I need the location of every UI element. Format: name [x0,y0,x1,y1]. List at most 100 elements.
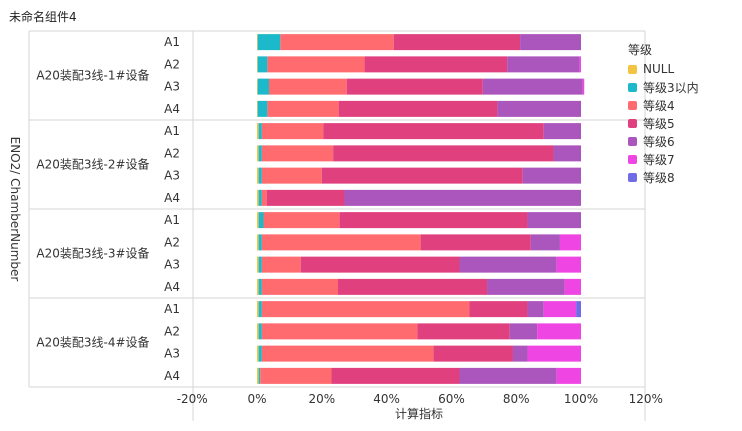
x-tick-label: 40% [373,392,400,406]
bar-segment [257,212,259,229]
bar-segment [267,100,339,117]
bar-segment [261,323,418,340]
chart-title: 未命名组件4 [9,10,77,24]
group-label: A20装配3线-4#设备 [36,336,149,350]
bar-segment [258,145,262,162]
row-label: A4 [164,280,180,294]
bar-segment [257,367,259,384]
bar-segment [261,278,338,295]
bar-segment [482,78,583,95]
row-label: A2 [164,324,180,338]
bar-segment [553,145,581,162]
group-label: A20装配3线-1#设备 [36,69,149,83]
bar-segment [258,167,262,184]
legend-swatch [628,154,637,164]
legend-swatch [628,82,637,92]
legend-label: 等级6 [643,134,675,149]
legend-swatch [628,100,637,110]
bar-segment [556,367,581,384]
legend-swatch [628,118,637,128]
bar-segment [258,323,262,340]
bar-segment [346,78,483,95]
row-label: A4 [164,191,180,205]
row-label: A2 [164,146,180,160]
bar-segment [263,212,340,229]
bar-segment [257,78,269,95]
bar-segment [261,145,334,162]
row-label: A2 [164,57,180,71]
bar-segment [537,323,581,340]
legend-item[interactable]: NULL [628,61,674,77]
bar-segment [579,56,581,73]
bar-segment [338,100,498,117]
bar-segment [433,345,513,362]
group-label: A20装配3线-2#设备 [36,158,149,172]
bar-segment [459,256,557,273]
row-label: A3 [164,347,180,361]
bar-segment [267,56,365,73]
row-label: A1 [164,213,180,227]
row-label: A4 [164,369,180,383]
legend-label: NULL [643,62,675,76]
legend-item[interactable]: 等级8 [628,169,675,185]
legend-title: 等级 [628,43,653,57]
bar-segment [257,78,258,95]
bar-segment [509,323,538,340]
row-label: A4 [164,102,180,116]
bar-segment [512,345,528,362]
bar-segment [333,145,554,162]
bar-segment [527,301,544,318]
bar-segment [268,78,347,95]
bar-segment [257,167,259,184]
bar-segment [331,367,460,384]
x-tick-label: 120% [629,392,663,406]
bar-segment [261,301,470,318]
bar-segment [497,100,581,117]
bar-segment [364,56,508,73]
legend-swatch [628,136,637,146]
bar-segment [258,123,262,140]
bar-segment [543,301,577,318]
bar-segment [258,189,262,206]
bar-segment [576,301,581,318]
bar-segment [266,189,345,206]
legend-item[interactable]: 等级6 [628,133,675,149]
bar-segment [556,256,581,273]
row-label: A1 [164,124,180,138]
bar-segment [507,56,580,73]
x-tick-label: 20% [308,392,335,406]
legend-item[interactable]: 等级5 [628,115,675,131]
legend-label: 等级5 [643,116,675,131]
bar-segment [261,345,434,362]
legend-item[interactable]: 等级4 [628,97,675,113]
row-label: A2 [164,235,180,249]
bar-segment [258,278,262,295]
bar-segment [257,100,258,117]
bar-segment [258,345,262,362]
bar-segment [323,123,544,140]
x-tick-label: 80% [503,392,530,406]
bar-segment [344,189,581,206]
bar-segment [258,212,264,229]
bar-segment [527,212,581,229]
bar-segment [469,301,528,318]
bar-segment [522,167,581,184]
x-tick-label: 100% [564,392,598,406]
bar-segment [258,301,262,318]
bar-segment [257,345,259,362]
bar-segment [280,34,394,51]
x-tick-label: 60% [438,392,465,406]
legend-item[interactable]: 等级7 [628,151,675,167]
bar-segment [261,123,324,140]
bar-segment [393,34,521,51]
bar-segment [261,234,421,251]
bar-segment [261,189,267,206]
bar-segment [257,234,259,251]
legend-label: 等级8 [643,170,675,185]
bar-segment [257,189,259,206]
row-label: A1 [164,35,180,49]
bar-segment [564,278,581,295]
bar-segment [257,56,268,73]
legend-item[interactable]: 等级3以内 [628,79,699,95]
